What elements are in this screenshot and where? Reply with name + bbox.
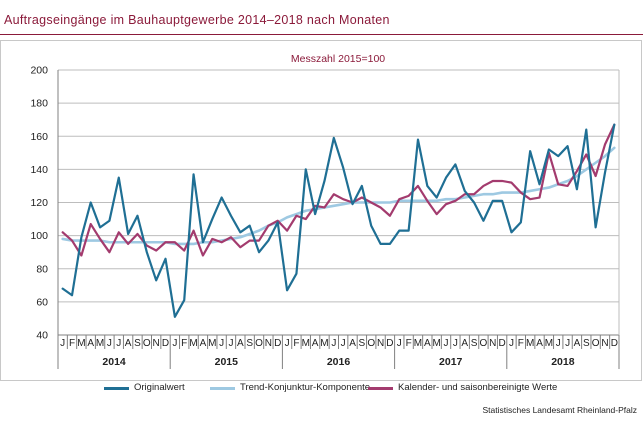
y-tick-label-100: 100 (30, 230, 48, 242)
x-tick-label-month: D (162, 338, 169, 349)
source-note: Statistisches Landesamt Rheinland-Pfalz (482, 405, 638, 415)
series-lines (61, 123, 616, 318)
x-tick-label-month: A (87, 338, 94, 349)
x-tick-label-month: F (69, 338, 75, 349)
x-tick-label-month: S (471, 338, 478, 349)
legend-label-saisonbereinigt: Kalender- und saisonbereinigte Werte (398, 382, 558, 393)
x-tick-label-month: M (189, 338, 197, 349)
y-axis: 40 60 80 100 120 140 160 180 200 (30, 65, 48, 342)
x-year-label-2018: 2018 (551, 356, 575, 368)
x-year-label-2016: 2016 (327, 356, 351, 368)
series-line-originalwert (61, 123, 616, 318)
x-tick-label-month: N (153, 338, 160, 349)
series-line-saisonbereinigt (61, 123, 616, 257)
x-tick-label-month: O (367, 338, 375, 349)
chart-title: Auftragseingänge im Bauhauptgewerbe 2014… (4, 13, 390, 27)
x-tick-label-month: D (386, 338, 393, 349)
x-tick-label-month: S (583, 338, 590, 349)
x-tick-label-month: S (359, 338, 366, 349)
legend: Originalwert Trend-Konjunktur-Komponente… (0, 382, 643, 396)
x-tick-label-month: M (302, 338, 310, 349)
x-year-label-2017: 2017 (439, 356, 463, 368)
x-tick-label-month: M (208, 338, 216, 349)
title-divider (0, 34, 643, 35)
x-tick-label-month: O (143, 338, 151, 349)
x-tick-label-month: F (406, 338, 412, 349)
grid-lines (57, 69, 620, 336)
x-tick-label-month: O (592, 338, 600, 349)
x-tick-label-month: J (565, 338, 570, 349)
x-tick-label-month: J (444, 338, 449, 349)
x-tick-label-month: M (96, 338, 104, 349)
y-tick-label-40: 40 (36, 330, 48, 342)
legend-swatch-trend (210, 387, 235, 390)
x-tick-label-month: J (397, 338, 402, 349)
x-year-label-2015: 2015 (215, 356, 239, 368)
x-tick-label-month: J (331, 338, 336, 349)
x-tick-label-month: A (461, 338, 468, 349)
x-tick-label-month: M (414, 338, 422, 349)
x-tick-label-month: J (341, 338, 346, 349)
x-tick-label-month: N (377, 338, 384, 349)
x-tick-label-month: F (293, 338, 299, 349)
x-tick-label-month: A (574, 338, 581, 349)
x-tick-label-month: D (499, 338, 506, 349)
x-tick-label-month: O (480, 338, 488, 349)
x-tick-label-month: M (545, 338, 553, 349)
y-tick-label-120: 120 (30, 197, 48, 209)
x-tick-label-month: M (526, 338, 534, 349)
x-tick-label-month: J (219, 338, 224, 349)
line-chart: Messzahl 2015=100 40 60 80 100 120 140 160 180 2… (0, 40, 642, 381)
legend-label-originalwert: Originalwert (134, 382, 185, 393)
x-tick-label-month: M (433, 338, 441, 349)
x-tick-label-month: J (60, 338, 65, 349)
x-tick-label-month: N (265, 338, 272, 349)
x-tick-label-month: J (172, 338, 177, 349)
x-tick-label-month: F (518, 338, 524, 349)
x-year-label-2014: 2014 (102, 356, 126, 368)
x-tick-label-month: J (509, 338, 514, 349)
x-tick-label-month: A (200, 338, 207, 349)
x-tick-label-month: O (255, 338, 263, 349)
series-line-trend (61, 146, 616, 246)
x-tick-label-month: A (312, 338, 319, 349)
x-tick-label-month: J (107, 338, 112, 349)
y-tick-label-180: 180 (30, 98, 48, 110)
x-tick-label-month: A (237, 338, 244, 349)
chart-subtitle: Messzahl 2015=100 (291, 53, 385, 65)
legend-item-saisonbereinigt: Kalender- und saisonbereinigte Werte (368, 382, 557, 393)
x-tick-label-month: A (125, 338, 132, 349)
legend-label-trend: Trend-Konjunktur-Komponente (240, 382, 371, 393)
x-tick-label-month: J (453, 338, 458, 349)
x-tick-label-month: J (556, 338, 561, 349)
legend-item-trend: Trend-Konjunktur-Komponente (210, 382, 370, 393)
x-tick-label-month: A (536, 338, 543, 349)
x-tick-label-month: N (489, 338, 496, 349)
x-tick-label-month: A (349, 338, 356, 349)
x-tick-label-month: N (601, 338, 608, 349)
x-tick-label-month: M (77, 338, 85, 349)
y-tick-label-160: 160 (30, 131, 48, 143)
y-tick-label-80: 80 (36, 263, 48, 275)
x-tick-label-month: J (116, 338, 121, 349)
x-tick-label-month: J (228, 338, 233, 349)
y-tick-label-200: 200 (30, 65, 48, 77)
x-tick-label-month: M (320, 338, 328, 349)
y-tick-label-60: 60 (36, 296, 48, 308)
x-tick-label-month: D (611, 338, 618, 349)
chart-frame (0, 40, 642, 381)
legend-swatch-originalwert (104, 387, 129, 390)
x-tick-label-month: J (285, 338, 290, 349)
x-tick-label-month: F (181, 338, 187, 349)
legend-item-originalwert: Originalwert (104, 382, 185, 393)
x-tick-label-month: S (246, 338, 253, 349)
y-tick-label-140: 140 (30, 164, 48, 176)
x-tick-label-month: A (424, 338, 431, 349)
x-tick-label-month: S (134, 338, 141, 349)
legend-swatch-saisonbereinigt (368, 387, 393, 390)
x-tick-label-month: D (274, 338, 281, 349)
